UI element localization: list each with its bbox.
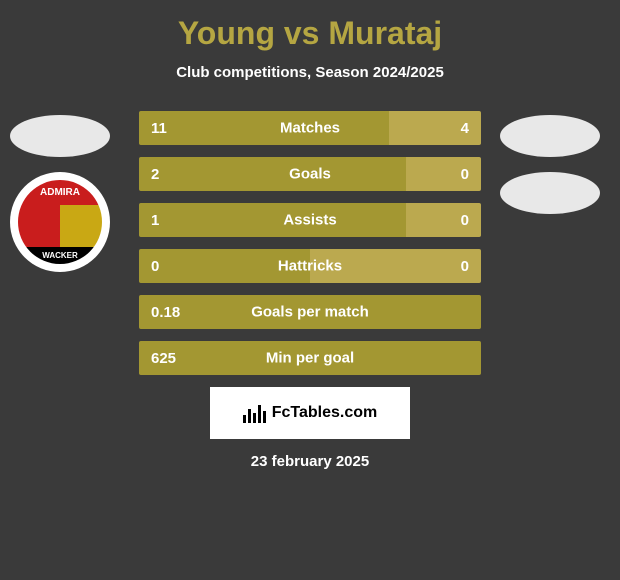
subtitle: Club competitions, Season 2024/2025 xyxy=(10,64,610,81)
stat-left-value: 0 xyxy=(151,258,159,275)
stat-label: Matches xyxy=(280,120,340,137)
player-badge-left xyxy=(10,115,110,157)
stat-bar-right: 0 xyxy=(406,203,481,237)
page-title: Young vs Murataj xyxy=(10,15,610,52)
club-badge-inner: ADMIRA WACKER xyxy=(18,180,102,264)
club-badge-left: ADMIRA WACKER xyxy=(10,172,110,272)
stat-bar-left: 11 xyxy=(139,111,389,145)
stat-label: Goals per match xyxy=(251,304,369,321)
chart-icon xyxy=(243,403,266,423)
date-line: 23 february 2025 xyxy=(10,453,610,470)
stat-left-value: 11 xyxy=(151,120,167,137)
stat-left-value: 625 xyxy=(151,350,176,367)
stat-left-value: 1 xyxy=(151,212,159,229)
comparison-card: Young vs Murataj Club competitions, Seas… xyxy=(0,0,620,580)
stat-bar-left: 1 xyxy=(139,203,406,237)
club-badge-bottom-text: WACKER xyxy=(42,251,78,260)
club-badge-mid xyxy=(18,205,102,247)
stat-bar: 11 4 Matches xyxy=(139,111,481,145)
stat-bar-left: 2 xyxy=(139,157,406,191)
stat-bar: 2 0 Goals xyxy=(139,157,481,191)
club-badge-mid-left xyxy=(18,205,60,247)
stat-right-value: 4 xyxy=(461,120,469,137)
stat-label: Hattricks xyxy=(278,258,342,275)
club-badge-top: ADMIRA xyxy=(18,180,102,205)
stat-left-value: 0.18 xyxy=(151,304,180,321)
club-badge-top-text: ADMIRA xyxy=(40,187,80,198)
stat-bar-right: 4 xyxy=(389,111,481,145)
stat-label: Goals xyxy=(289,166,331,183)
stat-label: Min per goal xyxy=(266,350,354,367)
right-player-badges xyxy=(500,115,600,229)
club-badge-bottom: WACKER xyxy=(18,247,102,264)
fctables-badge[interactable]: FcTables.com xyxy=(210,387,410,439)
stat-bar: 1 0 Assists xyxy=(139,203,481,237)
club-badge-mid-right xyxy=(60,205,102,247)
player-badge-right-1 xyxy=(500,115,600,157)
left-player-badges: ADMIRA WACKER xyxy=(10,115,110,272)
fctables-label: FcTables.com xyxy=(272,404,378,422)
stat-right-value: 0 xyxy=(461,258,469,275)
stat-bar: 0.18 Goals per match xyxy=(139,295,481,329)
stat-left-value: 2 xyxy=(151,166,159,183)
stat-bar-right: 0 xyxy=(406,157,481,191)
stat-bar: 625 Min per goal xyxy=(139,341,481,375)
player-badge-right-2 xyxy=(500,172,600,214)
stat-bar: 0 0 Hattricks xyxy=(139,249,481,283)
stats-area: 11 4 Matches 2 0 Goals 1 0 Assists 0 0 Hattricks 0.1… xyxy=(139,111,481,375)
stat-right-value: 0 xyxy=(461,212,469,229)
stat-right-value: 0 xyxy=(461,166,469,183)
stat-label: Assists xyxy=(283,212,336,229)
